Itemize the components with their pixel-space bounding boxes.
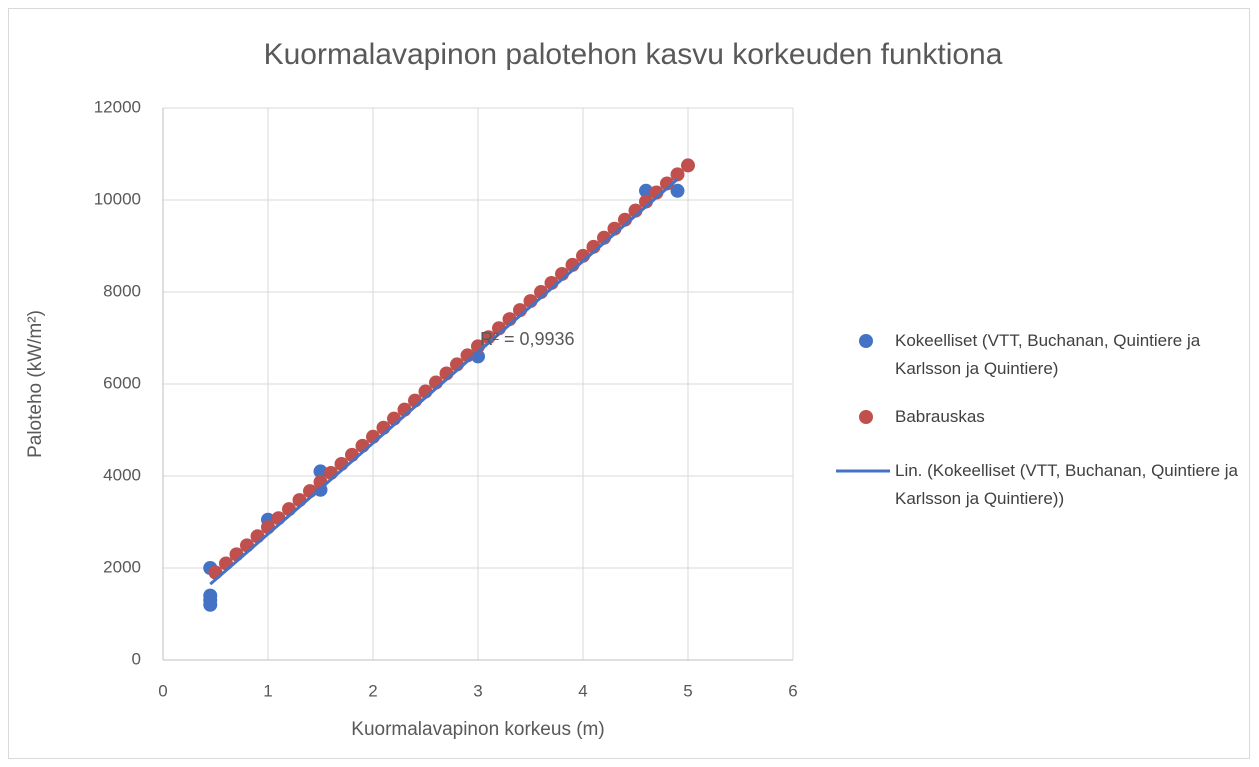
legend-label: Kokeelliset (VTT, Buchanan, Quintiere ja… — [895, 331, 1201, 378]
y-tick-label: 4000 — [103, 465, 141, 484]
y-tick-label: 10000 — [94, 189, 141, 208]
data-point — [670, 183, 685, 198]
data-point — [639, 183, 653, 198]
y-tick-label: 6000 — [103, 373, 141, 392]
trendline — [209, 178, 679, 586]
x-tick-label: 0 — [158, 681, 167, 700]
data-point — [681, 158, 695, 173]
legend-label: Lin. (Kokeelliset (VTT, Buchanan, Quinti… — [895, 461, 1239, 508]
x-tick-label: 1 — [263, 681, 272, 700]
data-point — [203, 588, 218, 603]
x-tick-label: 3 — [473, 681, 482, 700]
y-tick-label: 12000 — [94, 97, 141, 116]
x-tick-label: 6 — [788, 681, 797, 700]
data-point — [670, 167, 685, 182]
x-axis-label: Kuormalavapinon korkeus (m) — [351, 719, 604, 740]
chart-title: Kuormalavapinon palotehon kasvu korkeude… — [264, 38, 1003, 71]
y-tick-label: 8000 — [103, 281, 141, 300]
y-tick-label: 2000 — [103, 557, 141, 576]
legend-label: Babrauskas — [895, 407, 985, 426]
y-axis-label: Paloteho (kW/m²) — [25, 310, 46, 458]
x-tick-label: 2 — [368, 681, 377, 700]
x-tick-label: 4 — [578, 681, 587, 700]
y-tick-label: 0 — [132, 649, 141, 668]
annotation: R² = 0,9936 — [480, 329, 575, 349]
legend-marker — [859, 410, 873, 424]
data-point — [471, 349, 485, 364]
data-point — [313, 464, 328, 479]
legend-marker — [859, 334, 873, 348]
x-tick-label: 5 — [683, 681, 692, 700]
